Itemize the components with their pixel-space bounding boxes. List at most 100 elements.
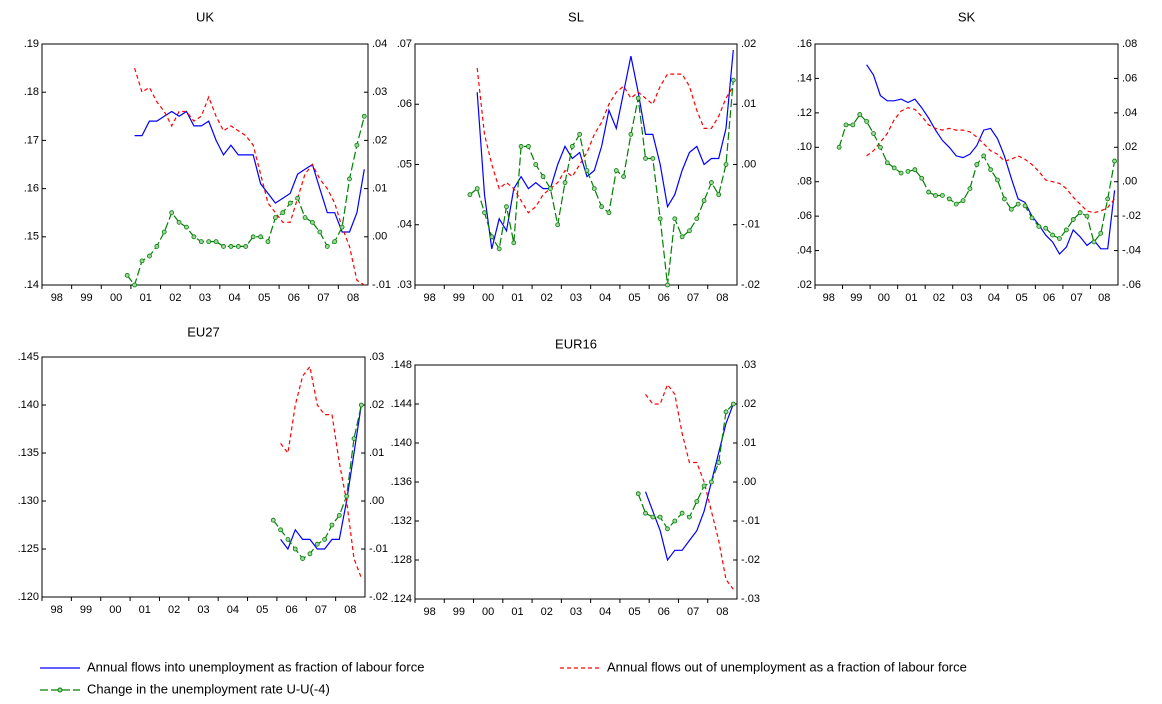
y2-tick-label: -.01 [741, 515, 760, 527]
series-point [280, 210, 286, 216]
series-point [584, 168, 590, 173]
series-point [250, 234, 256, 240]
y-tick-label: .06 [397, 98, 412, 110]
series-line [280, 404, 362, 551]
series-point [504, 204, 509, 210]
series-point [270, 517, 276, 523]
series-point [898, 170, 904, 176]
series-point [332, 239, 338, 245]
panel-title: SL [568, 9, 584, 24]
series-point [708, 479, 714, 485]
x-tick-label: 02 [541, 292, 553, 304]
series-point [871, 131, 876, 136]
y2-tick-label: -.01 [369, 543, 388, 555]
series-point [694, 216, 700, 222]
x-tick-label: 98 [424, 606, 436, 618]
series-point [679, 234, 685, 240]
x-tick-label: 03 [570, 606, 582, 618]
series-point [482, 210, 487, 216]
series-point [665, 526, 670, 532]
x-tick-label: 01 [139, 604, 151, 616]
x-tick-label: 06 [1043, 292, 1055, 304]
series-point [285, 537, 291, 542]
y2-tick-label: -.03 [741, 593, 760, 605]
x-tick-label: 07 [315, 604, 327, 616]
y2-tick-label: .03 [741, 359, 756, 371]
y2-tick-label: .01 [741, 437, 756, 449]
series-point [1112, 158, 1117, 164]
series-point [1084, 213, 1090, 219]
y-tick-label: .16 [24, 183, 39, 195]
series-point [960, 198, 966, 204]
y-tick-label: .14 [797, 72, 812, 84]
series-line [134, 110, 365, 233]
y-tick-label: .125 [18, 543, 39, 555]
series-point [489, 234, 495, 240]
series-point [307, 551, 313, 557]
x-tick-label: 00 [109, 604, 121, 616]
x-tick-label: 08 [716, 292, 728, 304]
panel-title: SK [958, 9, 976, 24]
y2-tick-label: .02 [369, 399, 384, 411]
y2-tick-label: .00 [741, 476, 756, 488]
x-tick-label: 02 [933, 292, 945, 304]
series-point [1105, 196, 1111, 202]
x-tick-label: 01 [140, 292, 152, 304]
x-tick-label: 01 [905, 292, 917, 304]
x-tick-label: 06 [285, 604, 297, 616]
y2-tick-label: .02 [741, 38, 756, 50]
x-tick-label: 99 [453, 606, 465, 618]
x-tick-label: 06 [658, 606, 670, 618]
y2-tick-label: .00 [1122, 176, 1137, 188]
y2-tick-label: -.01 [372, 279, 391, 291]
series-point [884, 160, 890, 166]
series-point [547, 186, 553, 192]
y-tick-label: .128 [391, 554, 412, 566]
series-point [278, 527, 283, 533]
series-line [134, 67, 365, 286]
series-point [857, 112, 863, 117]
x-tick-label: 99 [80, 292, 92, 304]
series-point [1029, 215, 1035, 221]
x-tick-label: 99 [80, 604, 92, 616]
series-point [1098, 230, 1104, 236]
x-tick-label: 02 [168, 604, 180, 616]
series-point [496, 246, 502, 252]
series-point [679, 510, 685, 516]
x-tick-label: 98 [424, 292, 436, 304]
series-point [843, 122, 849, 128]
series-point [730, 77, 736, 83]
series-point [701, 198, 707, 204]
series-point [1057, 236, 1062, 241]
y-tick-label: .02 [797, 279, 812, 291]
series-line [866, 64, 1116, 255]
series-line [469, 80, 734, 286]
series-point [591, 186, 597, 192]
y-tick-label: .136 [391, 476, 412, 488]
y-tick-label: .06 [797, 210, 812, 222]
series-point [533, 162, 539, 167]
x-tick-label: 00 [110, 292, 122, 304]
series-point [206, 239, 212, 245]
y2-tick-label: .01 [741, 98, 756, 110]
series-point [235, 244, 241, 249]
y-tick-label: .03 [397, 279, 412, 291]
y2-tick-label: .00 [741, 158, 756, 170]
x-tick-label: 07 [1071, 292, 1083, 304]
y-tick-label: .17 [24, 134, 39, 146]
series-point [317, 229, 323, 235]
series-point [139, 258, 145, 264]
y2-tick-label: -.02 [369, 591, 388, 603]
series-line [126, 116, 365, 287]
series-point [988, 167, 994, 173]
panel-title: UK [196, 9, 214, 24]
series-point [147, 253, 152, 259]
y2-tick-label: .04 [1122, 107, 1137, 119]
series-point [154, 244, 160, 249]
series-point [1043, 225, 1049, 231]
series-point [221, 244, 226, 249]
x-tick-label: 98 [823, 292, 835, 304]
x-tick-label: 98 [51, 604, 63, 616]
x-tick-label: 06 [658, 292, 670, 304]
series-point [511, 240, 517, 246]
